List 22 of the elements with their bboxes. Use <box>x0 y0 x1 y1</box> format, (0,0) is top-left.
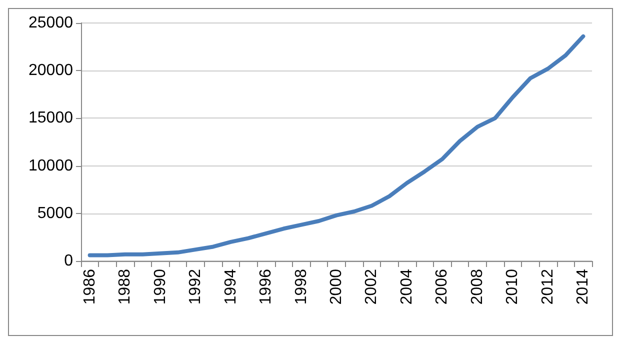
y-tick-label: 5000 <box>37 204 74 222</box>
x-tick-label: 2014 <box>574 268 592 305</box>
x-tick-label: 1988 <box>116 268 134 305</box>
x-tick-label: 2006 <box>434 268 451 305</box>
x-tick-label: 1994 <box>222 268 240 305</box>
y-tick-label: 15000 <box>28 110 74 127</box>
y-tick-label: 20000 <box>28 62 74 80</box>
x-tick-label: 1996 <box>258 268 275 305</box>
x-tick-label: 2008 <box>468 268 486 305</box>
x-tick-label: 2012 <box>539 268 556 305</box>
x-tick-label: 2004 <box>398 268 416 305</box>
x-tick-label: 2010 <box>504 268 522 305</box>
x-tick-label: 1992 <box>187 268 204 305</box>
line-series <box>88 34 586 258</box>
x-tick-label: 2000 <box>328 268 345 305</box>
x-tick-label: 1990 <box>152 268 169 305</box>
x-tick-label: 1998 <box>292 268 310 305</box>
y-tick-label: 25000 <box>28 14 74 32</box>
x-tick-label: 2002 <box>363 268 380 305</box>
x-tick-label: 1986 <box>81 268 98 305</box>
y-tick-label: 10000 <box>28 157 74 174</box>
y-tick-label: 0 <box>64 252 74 270</box>
